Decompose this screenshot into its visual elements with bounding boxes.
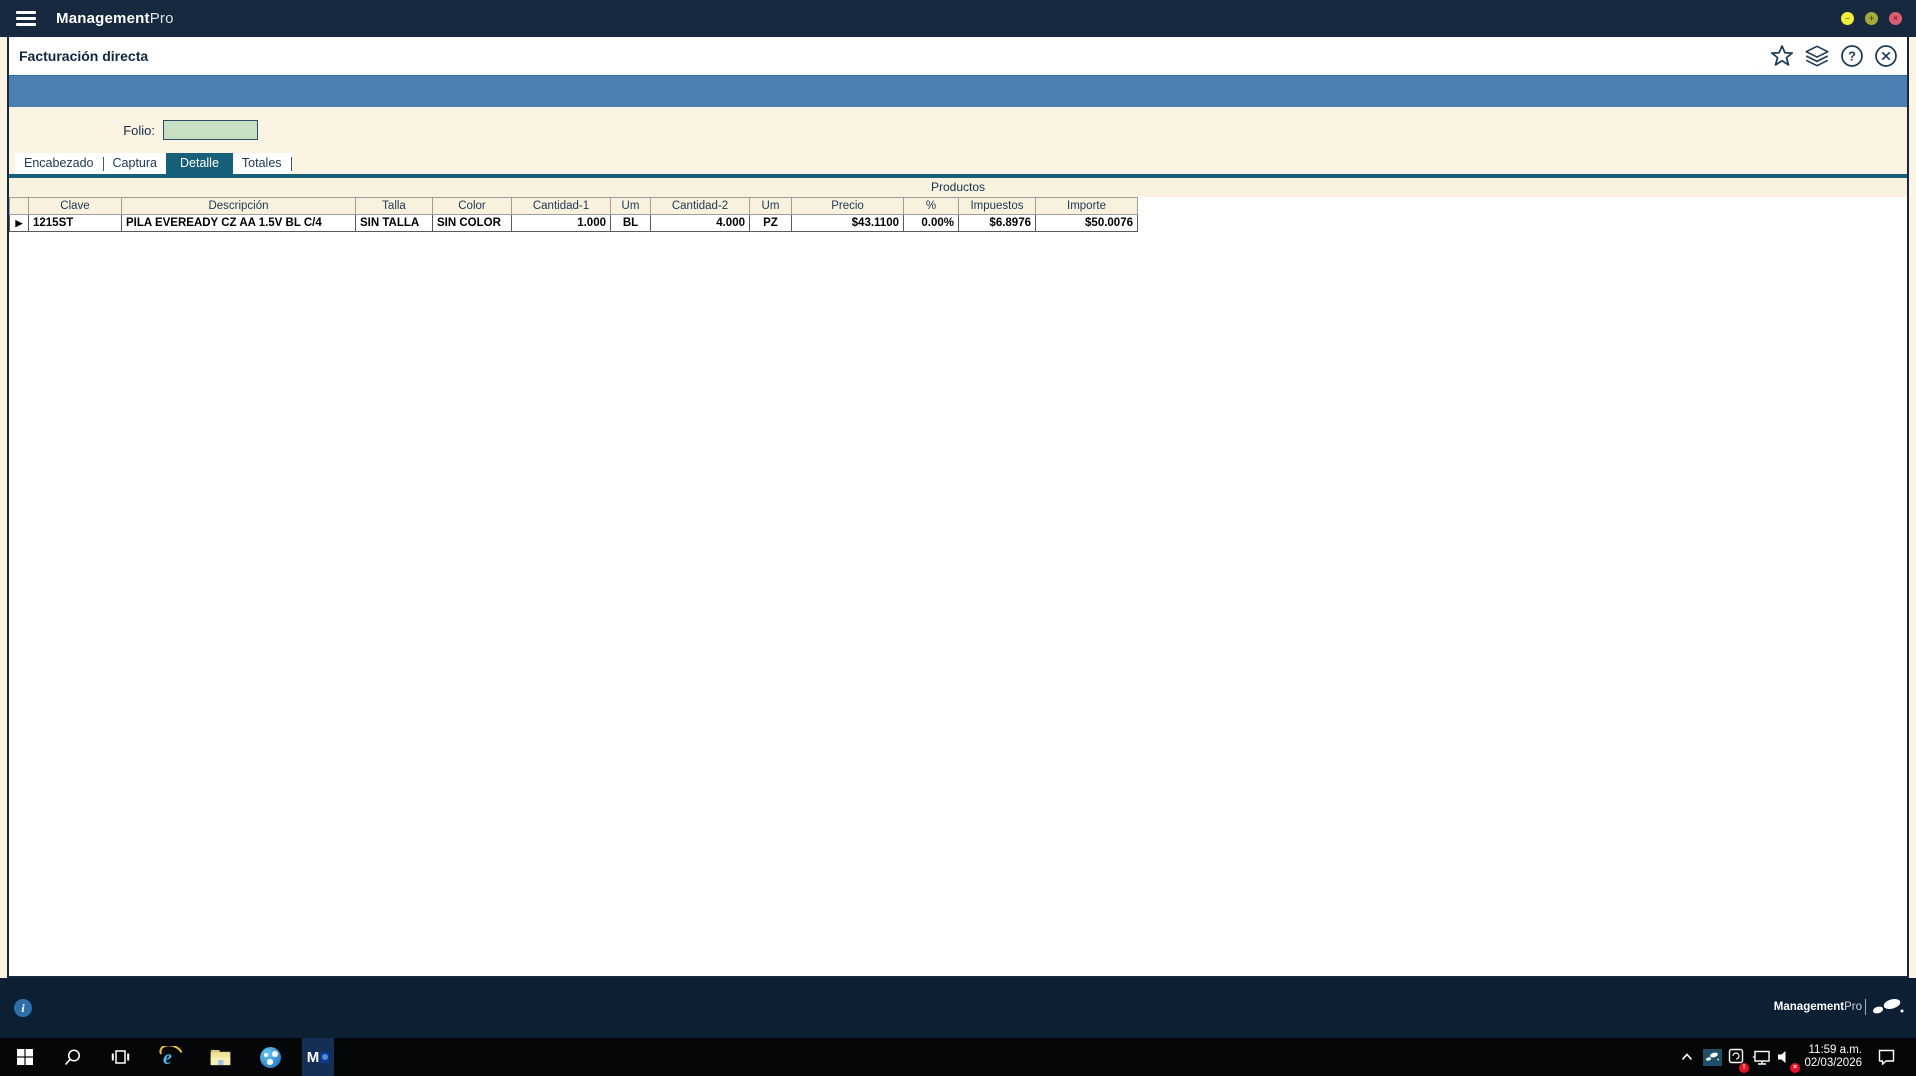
footer-brand-pro: Pro — [1844, 1001, 1862, 1013]
folio-label: Folio: — [123, 122, 155, 138]
cell-clave[interactable]: 1215ST — [28, 214, 122, 232]
tab-totales[interactable]: Totales — [241, 156, 282, 170]
tab-group-left: Encabezado Captura — [15, 153, 166, 174]
tab-separator — [290, 156, 292, 171]
folio-row: Folio: — [9, 119, 258, 141]
tab-underline — [9, 174, 1907, 178]
tab-detalle[interactable]: Detalle — [166, 153, 233, 174]
managementpro-app-letter: M — [306, 1048, 320, 1066]
search-icon[interactable] — [58, 1038, 86, 1076]
column-header-color[interactable]: Color — [432, 197, 512, 215]
clock-time: 11:59 a.m. — [1808, 1044, 1863, 1056]
top-app-bar: ManagementPro – + × — [0, 0, 1916, 37]
volume-muted-tray-icon[interactable]: × — [1774, 1038, 1800, 1076]
tab-captura[interactable]: Captura — [112, 156, 157, 170]
svg-text:?: ? — [1848, 49, 1856, 64]
column-header-um1[interactable]: Um — [610, 197, 651, 215]
column-header-descripcion[interactable]: Descripción — [121, 197, 356, 215]
cell-um2[interactable]: PZ — [749, 214, 792, 232]
column-header-clave[interactable]: Clave — [28, 197, 122, 215]
close-dot-icon[interactable]: × — [1889, 12, 1902, 25]
photos-alert-tray-icon[interactable]: ! — [1726, 1038, 1749, 1076]
managementpro-tray-icon[interactable] — [1701, 1038, 1723, 1076]
cell-pct[interactable]: 0.00% — [903, 214, 959, 232]
products-grid: Clave Descripción Talla Color Cantidad-1… — [9, 197, 1138, 232]
svg-text:e: e — [163, 1047, 172, 1068]
tab-group-right: Totales — [232, 153, 292, 174]
brand-pro: Pro — [149, 10, 174, 27]
column-header-cantidad1[interactable]: Cantidad-1 — [511, 197, 611, 215]
info-icon[interactable]: i — [14, 999, 32, 1017]
taskbar-clock[interactable]: 11:59 a.m. 02/03/2026 — [1782, 1038, 1862, 1076]
tab-strip: Encabezado Captura Detalle Totales — [15, 153, 292, 174]
close-icon[interactable] — [1873, 43, 1899, 69]
column-header-cantidad2[interactable]: Cantidad-2 — [650, 197, 750, 215]
cell-um1[interactable]: BL — [610, 214, 651, 232]
blue-header-band — [9, 75, 1907, 107]
folio-input[interactable] — [163, 120, 258, 140]
layers-icon[interactable] — [1803, 43, 1831, 69]
cell-impuestos[interactable]: $6.8976 — [958, 214, 1036, 232]
network-tray-icon[interactable] — [1750, 1038, 1774, 1076]
cell-cantidad1[interactable]: 1.000 — [511, 214, 611, 232]
clock-date: 02/03/2026 — [1804, 1057, 1862, 1069]
column-header-importe[interactable]: Importe — [1035, 197, 1138, 215]
help-icon[interactable]: ? — [1839, 43, 1865, 69]
managementpro-app-badge-icon — [320, 1051, 330, 1063]
task-view-icon[interactable] — [106, 1038, 134, 1076]
tab-separator — [102, 156, 104, 171]
cell-descripcion[interactable]: PILA EVEREADY CZ AA 1.5V BL C/4 — [121, 214, 356, 232]
main-window: Facturación directa ? — [7, 37, 1909, 978]
minimize-dot-icon[interactable]: – — [1841, 12, 1854, 25]
windows-taskbar: e M — [0, 1038, 1916, 1076]
column-header-impuestos[interactable]: Impuestos — [958, 197, 1036, 215]
status-footer: i ManagementPro — [0, 978, 1916, 1038]
column-header-talla[interactable]: Talla — [355, 197, 433, 215]
module-titlebar: Facturación directa ? — [9, 37, 1907, 75]
alert-badge: ! — [1739, 1063, 1749, 1073]
start-button[interactable] — [12, 1038, 38, 1076]
tab-encabezado[interactable]: Encabezado — [24, 156, 94, 170]
titlebar-actions: ? — [1769, 43, 1899, 69]
column-header-selector — [9, 197, 29, 215]
column-header-um2[interactable]: Um — [749, 197, 792, 215]
internet-explorer-icon[interactable]: e — [156, 1038, 186, 1076]
column-header-precio[interactable]: Precio — [791, 197, 904, 215]
table-row[interactable]: ▶ 1215ST PILA EVEREADY CZ AA 1.5V BL C/4… — [9, 214, 1138, 232]
favorite-star-icon[interactable] — [1769, 43, 1795, 69]
file-explorer-icon[interactable] — [206, 1038, 234, 1076]
mute-x-badge: × — [1790, 1063, 1800, 1073]
action-center-icon[interactable] — [1872, 1038, 1900, 1076]
cell-precio[interactable]: $43.1100 — [791, 214, 904, 232]
row-selector-icon[interactable]: ▶ — [9, 214, 29, 232]
grid-header-row: Clave Descripción Talla Color Cantidad-1… — [9, 197, 1138, 215]
cell-importe[interactable]: $50.0076 — [1035, 214, 1138, 232]
hidden-icons-chevron-icon[interactable] — [1676, 1038, 1698, 1076]
managementpro-taskbar-app[interactable]: M — [302, 1038, 334, 1076]
cell-color[interactable]: SIN COLOR — [432, 214, 512, 232]
column-header-pct[interactable]: % — [903, 197, 959, 215]
cell-talla[interactable]: SIN TALLA — [355, 214, 433, 232]
window-controls: – + × — [1841, 12, 1902, 25]
page-title: Facturación directa — [19, 48, 149, 64]
maximize-dot-icon[interactable]: + — [1865, 12, 1878, 25]
menu-hamburger-icon[interactable] — [16, 11, 36, 26]
products-grid-area: Productos Clave Descripción Talla Color — [9, 178, 1907, 976]
app-brand: ManagementPro — [56, 10, 174, 27]
brand-bold: Management — [56, 10, 150, 27]
footer-swoosh-logo-icon — [1872, 998, 1904, 1014]
sphere-app-icon[interactable] — [256, 1038, 284, 1076]
footer-brand-bold: Management — [1773, 1001, 1845, 1013]
footer-brand-divider — [1865, 999, 1866, 1015]
grid-caption: Productos — [9, 178, 1907, 197]
cell-cantidad2[interactable]: 4.000 — [650, 214, 750, 232]
content-area: Folio: Encabezado Captura Detalle Totale… — [9, 107, 1907, 976]
footer-brand: ManagementPro — [1774, 996, 1906, 1018]
